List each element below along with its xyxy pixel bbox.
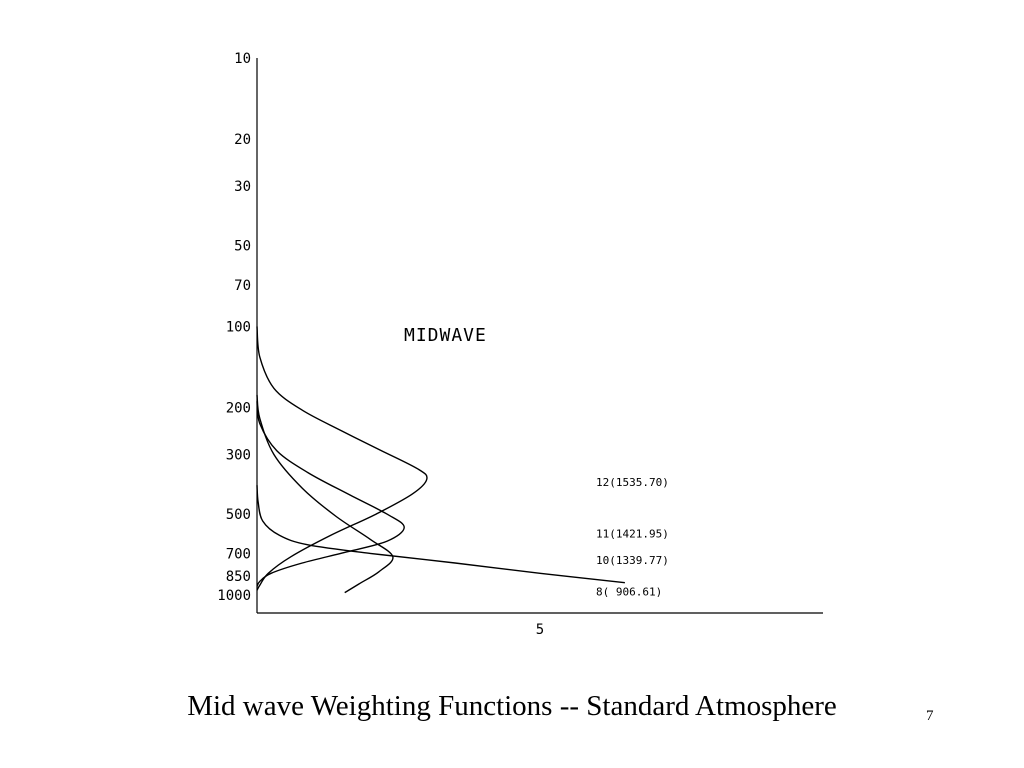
y-tick-label: 700 [226, 546, 251, 562]
series-curves [256, 326, 625, 594]
plot-title: MIDWAVE [404, 325, 487, 346]
y-tick-label: 30 [234, 179, 251, 195]
series-labels: 12(1535.70) 11(1421.95) 10(1339.77) 8( 906.… [596, 476, 669, 598]
y-tick-label: 500 [226, 507, 251, 523]
y-tick-label: 300 [226, 448, 251, 464]
y-tick-label: 1000 [217, 588, 251, 604]
series-curve [256, 326, 428, 591]
y-tick-label: 50 [234, 239, 251, 255]
caption-title: Mid wave Weighting Functions -- Standard… [187, 690, 837, 722]
series-label: 12(1535.70) [596, 476, 669, 489]
y-tick-label: 10 [234, 51, 251, 67]
y-tick-label: 20 [234, 132, 251, 148]
x-tick-labels: 5 [536, 622, 544, 638]
series-label: 11(1421.95) [596, 527, 669, 540]
slide-number: 7 [926, 708, 934, 724]
x-tick-label: 5 [536, 622, 544, 638]
series-label: 10(1339.77) [596, 554, 669, 567]
slide-caption: Mid wave Weighting Functions -- Standard… [0, 690, 1024, 723]
series-curve [256, 394, 394, 594]
y-tick-label: 200 [226, 400, 251, 416]
series-label: 8( 906.61) [596, 585, 662, 598]
y-tick-label: 70 [234, 278, 251, 294]
y-tick-label: 100 [226, 320, 251, 336]
y-tick-label: 850 [226, 569, 251, 585]
y-tick-labels: 10 20 30 50 70 100 200 300 500 700 850 1000 [217, 51, 251, 604]
series-curve [256, 401, 405, 587]
series-curve [256, 485, 625, 584]
